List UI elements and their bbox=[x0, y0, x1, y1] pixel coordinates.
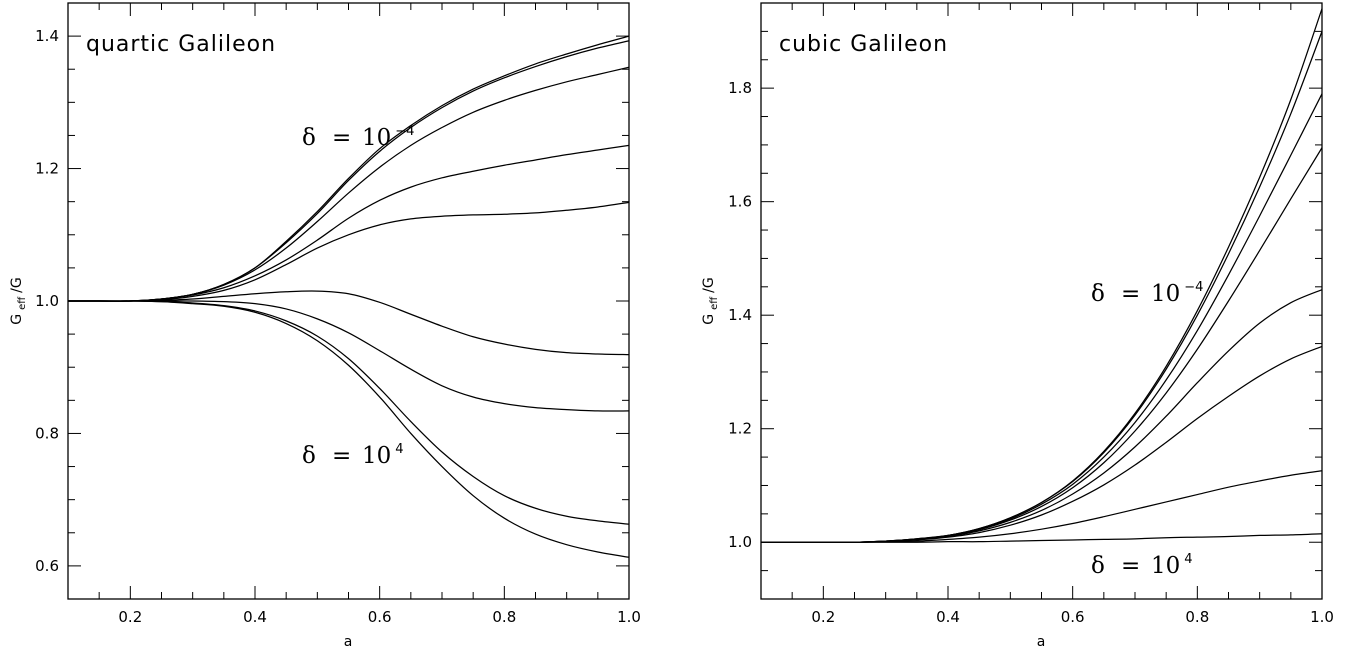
y-tick-label: 0.6 bbox=[35, 557, 59, 575]
annotation-base: 10 bbox=[1151, 553, 1180, 579]
series-line-8 bbox=[67, 300, 630, 525]
x-tick-label: 0.4 bbox=[936, 608, 960, 626]
y-tick-labels: 1.0 1.2 1.4 1.6 1.8 bbox=[728, 79, 752, 551]
y-axis-label-main: G bbox=[701, 314, 717, 325]
series-line-9 bbox=[67, 300, 630, 558]
y-axis-label-main: G bbox=[9, 314, 25, 325]
x-tick-label: 0.4 bbox=[243, 608, 267, 626]
annotation-delta-symbol: δ bbox=[1091, 553, 1105, 579]
y-tick-label: 1.0 bbox=[728, 533, 752, 551]
annotation-delta-min: δ = 10 −4 bbox=[302, 124, 414, 151]
x-tick-label: 1.0 bbox=[1310, 608, 1334, 626]
chart-title: quartic Galileon bbox=[86, 32, 276, 57]
series-line-6 bbox=[760, 345, 1323, 543]
series-line-5 bbox=[67, 201, 630, 302]
annotation-exponent: 4 bbox=[395, 442, 403, 457]
y-axis-label-tail: /G bbox=[9, 277, 25, 293]
svg-text:G eff /G: G eff /G bbox=[700, 277, 721, 324]
x-tick-label: 0.6 bbox=[368, 608, 392, 626]
annotation-delta-symbol: δ bbox=[302, 443, 316, 469]
y-tick-labels: 0.6 0.8 1.0 1.2 1.4 bbox=[35, 27, 59, 575]
annotation-delta-max: δ = 10 4 bbox=[1091, 552, 1193, 579]
y-axis-label-tail: /G bbox=[701, 277, 717, 293]
y-axis-label-subscript: eff bbox=[17, 296, 28, 310]
series-line-6 bbox=[67, 290, 630, 356]
x-tick-label: 0.2 bbox=[811, 608, 835, 626]
annotation-base: 10 bbox=[362, 443, 391, 469]
x-tick-labels: 0.2 0.4 0.6 0.8 1.0 bbox=[118, 608, 641, 626]
y-axis-label-subscript: eff bbox=[709, 296, 720, 310]
y-tick-label: 1.0 bbox=[35, 292, 59, 310]
x-tick-label: 0.2 bbox=[118, 608, 142, 626]
plot-frame bbox=[67, 2, 630, 600]
x-axis-label: a bbox=[344, 634, 353, 650]
y-axis-label: G eff /G bbox=[700, 277, 721, 324]
series-line-4 bbox=[760, 147, 1323, 543]
x-tick-label: 0.6 bbox=[1061, 608, 1085, 626]
annotation-base: 10 bbox=[1151, 281, 1180, 307]
annotation-delta-min: δ = 10 −4 bbox=[1091, 280, 1203, 307]
y-tick-label: 1.6 bbox=[728, 193, 752, 211]
annotation-equals: = bbox=[1121, 281, 1140, 307]
y-tick-label: 0.8 bbox=[35, 424, 59, 442]
series-line-1 bbox=[67, 35, 630, 302]
series-curves bbox=[760, 8, 1323, 543]
series-line-8 bbox=[760, 533, 1323, 543]
series-line-3 bbox=[760, 93, 1323, 543]
series-curves bbox=[67, 35, 630, 558]
annotation-equals: = bbox=[1121, 553, 1140, 579]
series-line-1 bbox=[760, 8, 1323, 543]
annotation-exponent: −4 bbox=[1184, 280, 1203, 295]
series-line-3 bbox=[67, 66, 630, 302]
x-tick-label: 0.8 bbox=[492, 608, 516, 626]
annotation-exponent: −4 bbox=[395, 124, 414, 139]
plot-frame bbox=[760, 2, 1323, 600]
x-tick-label: 0.8 bbox=[1185, 608, 1209, 626]
y-tick-label: 1.4 bbox=[728, 306, 752, 324]
chart-title: cubic Galileon bbox=[779, 32, 948, 57]
series-line-4 bbox=[67, 144, 630, 302]
y-tick-label: 1.2 bbox=[35, 160, 59, 178]
annotation-delta-symbol: δ bbox=[302, 125, 316, 151]
annotation-equals: = bbox=[332, 125, 351, 151]
annotation-base: 10 bbox=[362, 125, 391, 151]
y-tick-label: 1.4 bbox=[35, 27, 59, 45]
annotation-delta-symbol: δ bbox=[1091, 281, 1105, 307]
axis-ticks bbox=[760, 2, 1323, 600]
chart-quartic-galileon: 0.2 0.4 0.6 0.8 1.0 0.6 0.8 1.0 1.2 1.4 quartic … bbox=[8, 2, 641, 650]
y-tick-label: 1.2 bbox=[728, 420, 752, 438]
annotation-delta-max: δ = 10 4 bbox=[302, 442, 404, 469]
x-axis-label: a bbox=[1037, 634, 1046, 650]
series-line-2 bbox=[67, 40, 630, 302]
series-line-7 bbox=[67, 300, 630, 412]
y-axis-label: G eff /G bbox=[8, 277, 29, 324]
x-tick-label: 1.0 bbox=[617, 608, 641, 626]
y-tick-label: 1.8 bbox=[728, 79, 752, 97]
chart-cubic-galileon: 0.2 0.4 0.6 0.8 1.0 1.0 1.2 1.4 1.6 1.8 cubic Ga… bbox=[700, 2, 1334, 650]
x-tick-labels: 0.2 0.4 0.6 0.8 1.0 bbox=[811, 608, 1334, 626]
svg-text:G eff /G: G eff /G bbox=[8, 277, 29, 324]
annotation-exponent: 4 bbox=[1184, 552, 1192, 567]
annotation-equals: = bbox=[332, 443, 351, 469]
